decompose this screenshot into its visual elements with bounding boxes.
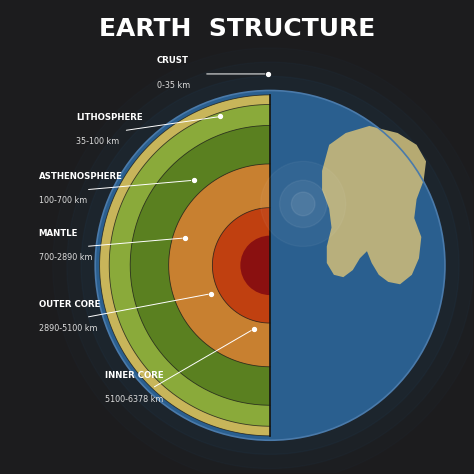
Text: 35-100 km: 35-100 km: [76, 137, 119, 146]
Circle shape: [67, 62, 474, 469]
Text: CRUST: CRUST: [156, 56, 189, 65]
Polygon shape: [322, 126, 426, 284]
Wedge shape: [130, 126, 270, 405]
Text: INNER CORE: INNER CORE: [105, 371, 164, 380]
Circle shape: [81, 76, 459, 455]
Wedge shape: [212, 208, 270, 323]
Wedge shape: [100, 95, 270, 436]
Wedge shape: [169, 164, 270, 367]
Text: 2890-5100 km: 2890-5100 km: [38, 324, 97, 333]
Text: OUTER CORE: OUTER CORE: [38, 300, 100, 309]
Text: 5100-6378 km: 5100-6378 km: [105, 395, 163, 404]
Circle shape: [95, 91, 445, 440]
Text: 0-35 km: 0-35 km: [156, 81, 190, 90]
Wedge shape: [109, 104, 270, 426]
Text: MANTLE: MANTLE: [38, 229, 78, 238]
Wedge shape: [240, 236, 270, 295]
Circle shape: [280, 180, 327, 228]
Circle shape: [292, 192, 315, 216]
Text: 700-2890 km: 700-2890 km: [38, 253, 92, 262]
Text: 100-700 km: 100-700 km: [38, 196, 87, 205]
Text: EARTH  STRUCTURE: EARTH STRUCTURE: [99, 17, 375, 41]
Polygon shape: [227, 289, 263, 353]
Text: ASTHENOSPHERE: ASTHENOSPHERE: [38, 172, 122, 181]
Text: LITHOSPHERE: LITHOSPHERE: [76, 113, 143, 122]
